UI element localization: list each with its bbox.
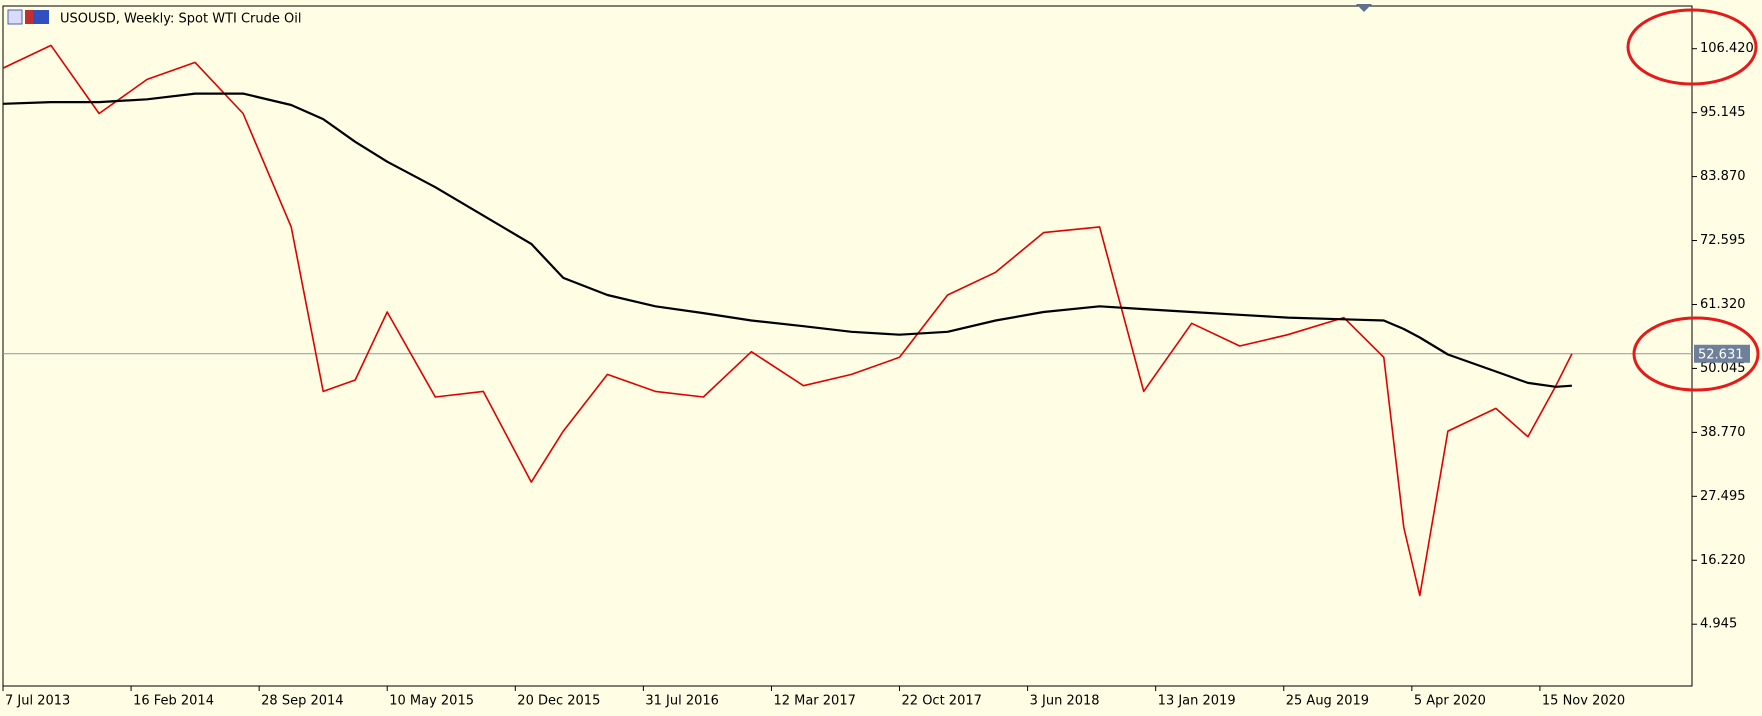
x-tick-label: 10 May 2015 bbox=[389, 694, 474, 709]
y-tick-label: 106.420 bbox=[1700, 41, 1754, 56]
shift-marker bbox=[1356, 4, 1372, 12]
highlight-ellipse bbox=[1626, 8, 1758, 86]
x-tick-label: 22 Oct 2017 bbox=[902, 694, 982, 709]
x-tick-label: 13 Jan 2019 bbox=[1158, 694, 1236, 709]
icon bbox=[33, 10, 41, 24]
icon bbox=[41, 10, 49, 24]
last-price-label: 52.631 bbox=[1698, 347, 1744, 362]
y-tick-label: 4.945 bbox=[1700, 617, 1737, 632]
y-tick-label: 50.045 bbox=[1700, 361, 1746, 376]
chart-title: USOUSD, Weekly: Spot WTI Crude Oil bbox=[60, 12, 301, 27]
y-tick-label: 61.320 bbox=[1700, 297, 1746, 312]
x-tick-label: 7 Jul 2013 bbox=[5, 694, 70, 709]
icon bbox=[7, 9, 23, 25]
x-tick-label: 16 Feb 2014 bbox=[133, 694, 214, 709]
x-tick-label: 28 Sep 2014 bbox=[261, 694, 343, 709]
icon bbox=[25, 10, 33, 24]
chart-icons bbox=[7, 9, 49, 25]
series-line bbox=[2, 92, 1572, 388]
x-tick-label: 20 Dec 2015 bbox=[517, 694, 600, 709]
y-tick-label: 38.770 bbox=[1700, 425, 1746, 440]
plot-frame bbox=[2, 5, 1693, 687]
plot-layer: 106.420 95.145 83.870 72.595 61.320 50.045 38.… bbox=[2, 41, 1754, 709]
y-tick-label: 95.145 bbox=[1700, 105, 1746, 120]
y-tick-label: 72.595 bbox=[1700, 233, 1746, 248]
x-tick-label: 5 Apr 2020 bbox=[1414, 694, 1486, 709]
x-tick-label: 3 Jun 2018 bbox=[1030, 694, 1100, 709]
x-tick-label: 12 Mar 2017 bbox=[773, 694, 855, 709]
x-tick-label: 31 Jul 2016 bbox=[645, 694, 719, 709]
x-tick-label: 25 Aug 2019 bbox=[1286, 694, 1369, 709]
y-tick-label: 16.220 bbox=[1700, 553, 1746, 568]
y-tick-label: 83.870 bbox=[1700, 169, 1746, 184]
x-tick-label: 15 Nov 2020 bbox=[1542, 694, 1625, 709]
y-tick-label: 27.495 bbox=[1700, 489, 1746, 504]
series-line bbox=[2, 44, 1573, 597]
last-price-box bbox=[1694, 344, 1750, 363]
highlight-ellipse bbox=[1632, 316, 1760, 392]
